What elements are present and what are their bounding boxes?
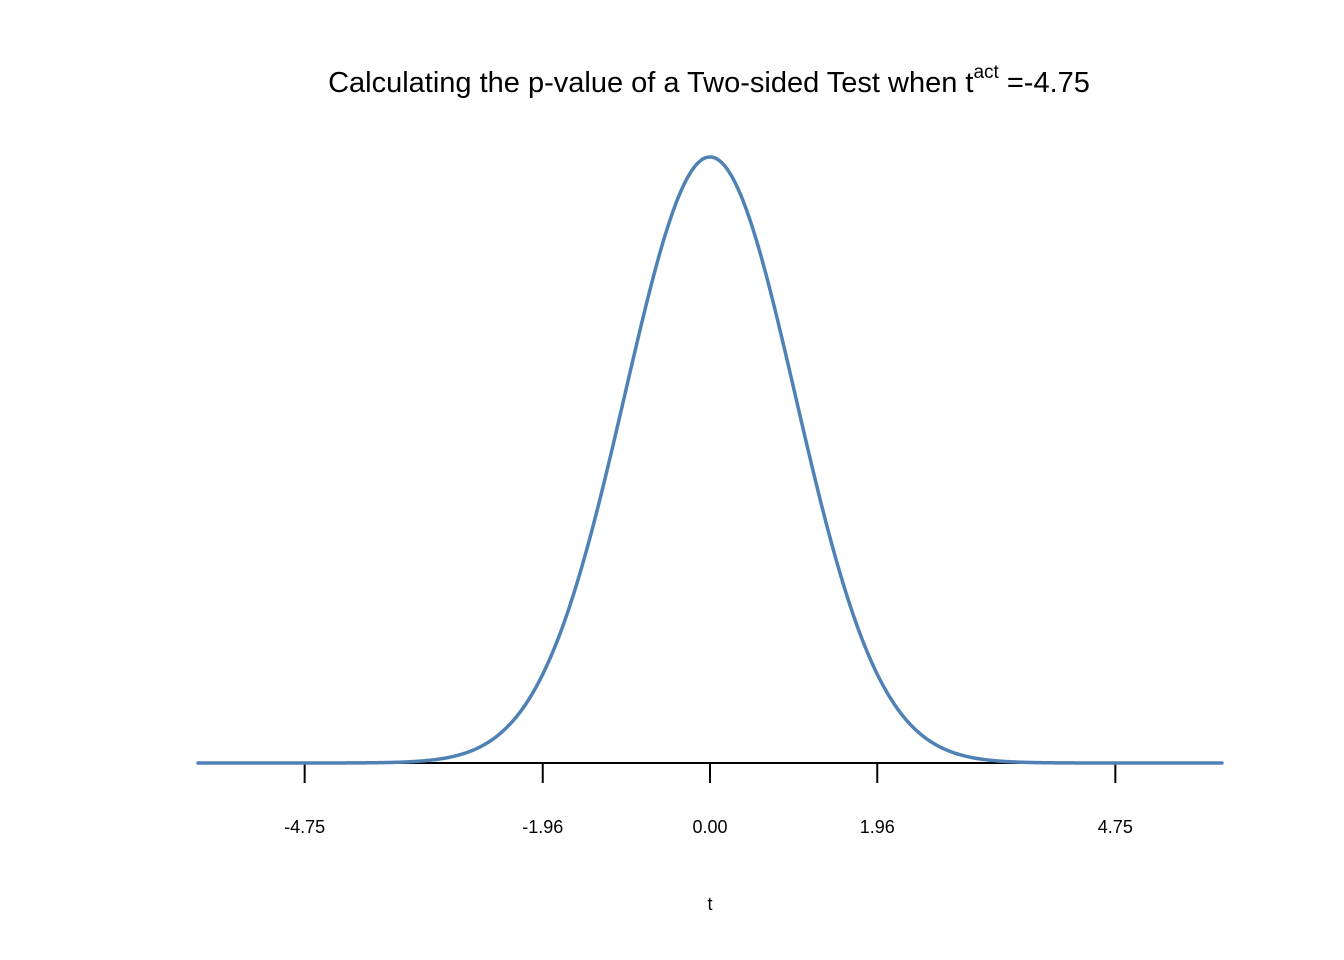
x-tick-label: -1.96 xyxy=(522,817,563,837)
x-tick-label: 4.75 xyxy=(1098,817,1133,837)
density-curve xyxy=(196,155,1224,765)
x-axis-label: t xyxy=(707,894,712,914)
x-tick-label: 0.00 xyxy=(692,817,727,837)
x-tick-label: -4.75 xyxy=(284,817,325,837)
chart-title: Calculating the p-value of a Two-sided T… xyxy=(328,62,1090,99)
chart-title-superscript: act xyxy=(973,62,999,83)
chart-title-suffix: =-4.75 xyxy=(999,67,1090,99)
plot-area: -4.75 -1.96 0.00 1.96 4.75 xyxy=(196,155,1224,837)
x-tick-label: 1.96 xyxy=(860,817,895,837)
chart-title-main: Calculating the p-value of a Two-sided T… xyxy=(328,67,973,99)
